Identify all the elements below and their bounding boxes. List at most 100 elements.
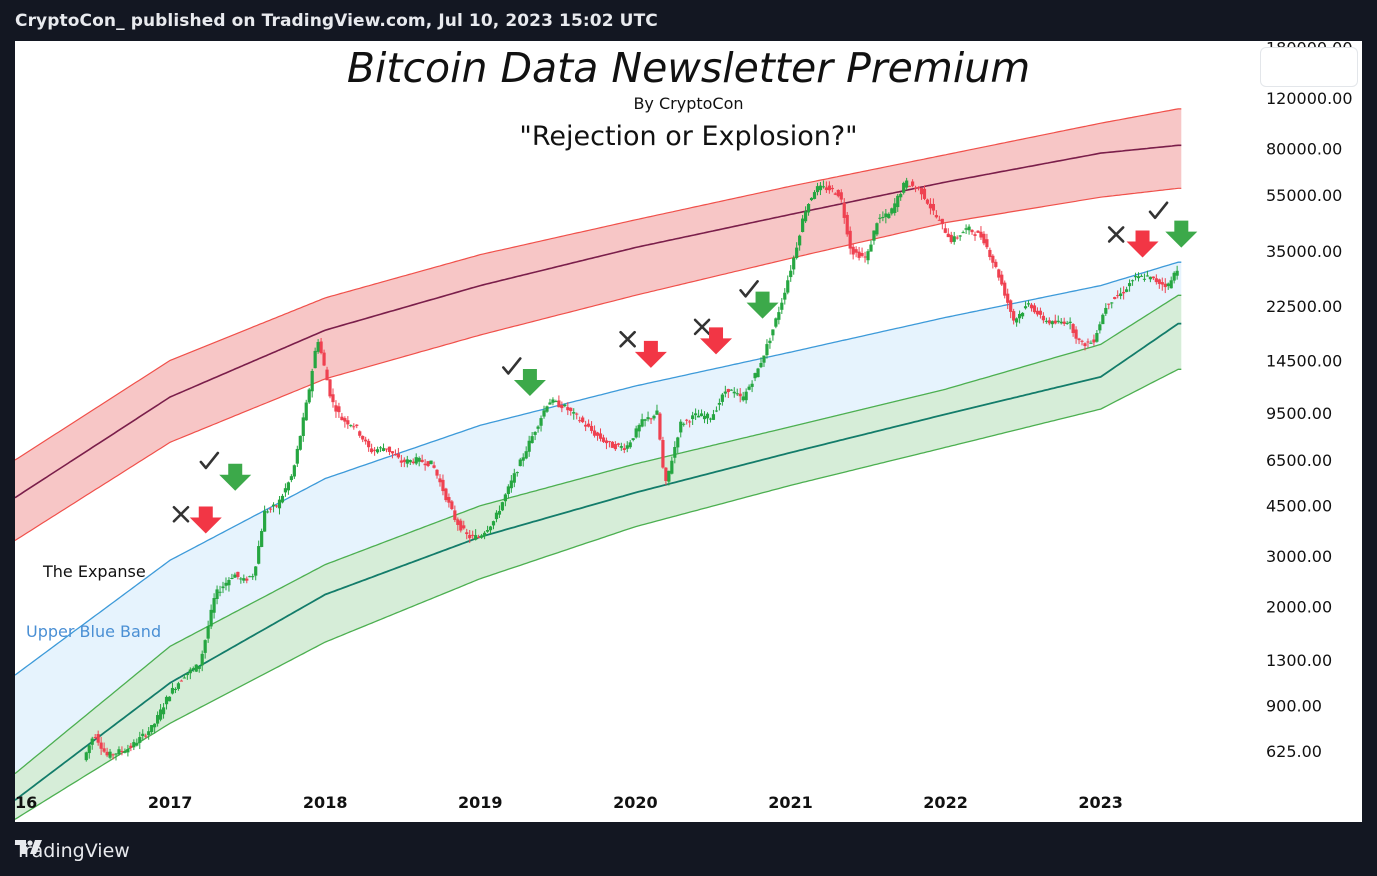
chart-frame[interactable]: 625.00 900.00 1300.00 2000.00 3000.00 4500.00… (15, 41, 1362, 822)
candle-body (212, 598, 216, 613)
candle-body (144, 735, 148, 737)
candle-body (105, 751, 109, 756)
candle-body (209, 609, 213, 627)
candle-body (417, 457, 421, 462)
candle-body (372, 449, 377, 451)
candle-body (512, 473, 516, 483)
candle-body (786, 280, 790, 293)
candle-body (405, 459, 409, 464)
candle-body (387, 446, 392, 452)
candle-body (462, 525, 466, 529)
candle-body (1035, 310, 1040, 315)
candle-body (973, 234, 977, 236)
candle-body (815, 186, 820, 193)
candle-body (688, 421, 692, 423)
candles-layer (84, 177, 1179, 762)
y-tick-label: 1300.00 (1266, 651, 1332, 670)
candle-body (99, 742, 103, 749)
y-tick-label: 900.00 (1266, 697, 1322, 716)
candle-body (637, 425, 641, 432)
candle-body (289, 476, 293, 481)
candle-body (1116, 295, 1120, 297)
candle-body (1003, 282, 1007, 296)
candle-body (857, 251, 861, 258)
candle-body (429, 460, 433, 465)
candle-body (1029, 304, 1034, 309)
candle-body (584, 424, 588, 427)
candle-body (783, 292, 787, 300)
check-icon (199, 451, 220, 470)
candle-body (801, 218, 805, 232)
candle-body (548, 402, 552, 405)
candle-body (679, 421, 683, 433)
candle-body (1166, 283, 1170, 287)
candle-body (554, 401, 558, 403)
candle-body (961, 232, 965, 234)
candle-body (304, 402, 308, 421)
candle-body (946, 233, 950, 238)
candle-body (806, 204, 811, 213)
candle-body (1071, 324, 1075, 334)
candle-body (691, 415, 695, 420)
candle-body (542, 410, 546, 417)
candle-body (634, 428, 638, 438)
x-tick-label: 2016 (15, 793, 37, 812)
candle-body (622, 448, 626, 450)
candle-body (1110, 302, 1114, 304)
candle-body (839, 192, 843, 200)
candle-body (937, 219, 941, 221)
candle-body (1157, 279, 1161, 284)
candle-body (1006, 293, 1010, 303)
candle-body (789, 270, 793, 278)
price-scale-box[interactable] (1260, 47, 1358, 87)
candle-body (399, 460, 403, 463)
candle-body (173, 688, 178, 691)
candle-body (1119, 293, 1123, 296)
candle-body (613, 444, 617, 450)
candle-body (156, 715, 160, 724)
candle-body (96, 734, 100, 743)
candle-body (215, 589, 219, 599)
y-tick-label: 80000.00 (1266, 139, 1342, 158)
green-down-arrow-icon (219, 463, 252, 491)
candle-body (741, 396, 745, 401)
candle-body (646, 417, 650, 420)
candle-body (866, 251, 870, 261)
candle-body (1104, 307, 1108, 314)
candle-body (601, 437, 606, 442)
candle-body (188, 669, 192, 674)
candle-body (572, 412, 576, 414)
candle-body (696, 415, 701, 418)
candle-body (1125, 289, 1129, 292)
candle-body (798, 235, 802, 246)
candle-body (1113, 297, 1117, 300)
tradingview-footer[interactable]: TradingView (15, 838, 130, 864)
candle-body (652, 415, 656, 419)
candle-body (575, 413, 579, 415)
candle-body (803, 211, 808, 222)
candle-body (453, 510, 457, 520)
candle-body (919, 187, 924, 195)
candle-body (795, 247, 799, 259)
candle-body (994, 261, 998, 267)
green-band-upper-line (15, 294, 1182, 775)
candle-body (717, 402, 721, 405)
candle-body (905, 180, 909, 188)
candle-body (153, 723, 157, 728)
candle-body (1080, 340, 1084, 342)
candle-body (170, 687, 175, 694)
candle-body (1098, 324, 1102, 331)
candle-body (292, 465, 296, 477)
candle-body (343, 418, 347, 422)
down-arrow-icon (634, 340, 667, 368)
candle-body (358, 431, 362, 436)
candle-body (1047, 320, 1051, 324)
candle-body (887, 213, 891, 219)
candle-body (610, 441, 614, 448)
candle-body (471, 534, 475, 536)
candle-body (1062, 321, 1066, 324)
down-arrow-icon (189, 506, 222, 534)
candle-body (628, 442, 632, 448)
candle-body (913, 187, 918, 189)
candle-body (1059, 321, 1063, 324)
